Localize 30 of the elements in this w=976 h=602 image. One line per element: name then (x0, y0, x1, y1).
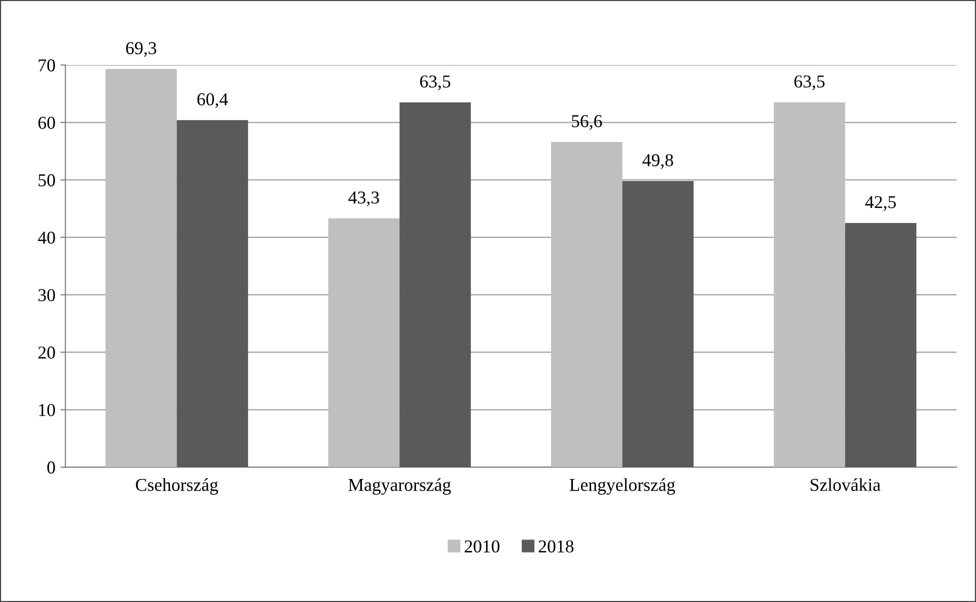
y-tick-label: 30 (38, 289, 55, 302)
x-tick-label: Lengyelország (570, 478, 676, 495)
y-tick-label: 70 (38, 59, 55, 72)
data-label: 63,5 (420, 75, 450, 90)
data-label: 49,8 (642, 154, 674, 169)
bar (845, 223, 916, 468)
x-tick-label: Magyarország (348, 478, 451, 495)
x-tick-label: Szlovákia (810, 478, 880, 491)
data-label: 63,5 (794, 75, 825, 90)
y-tick-label: 50 (38, 174, 55, 186)
x-tick-label: Csehország (136, 478, 218, 495)
bar (176, 120, 248, 468)
bar (774, 102, 846, 468)
bar (105, 69, 177, 468)
y-tick-label: 10 (39, 404, 55, 416)
y-tick-label: 0 (47, 461, 55, 474)
bar (551, 142, 622, 468)
bar (328, 218, 400, 468)
data-label: 69,3 (126, 42, 156, 57)
data-label: 42,5 (865, 196, 896, 211)
bar (400, 102, 471, 468)
y-tick-label: 60 (38, 116, 55, 129)
data-label: 60,4 (197, 93, 228, 108)
bar (622, 181, 694, 468)
data-label: 43,3 (348, 191, 379, 206)
data-label: 56,6 (572, 115, 602, 130)
legend-label: 2010 (464, 540, 500, 553)
y-tick-label: 40 (38, 232, 55, 244)
legend-label: 2018 (538, 540, 574, 553)
y-tick-label: 20 (38, 346, 55, 359)
